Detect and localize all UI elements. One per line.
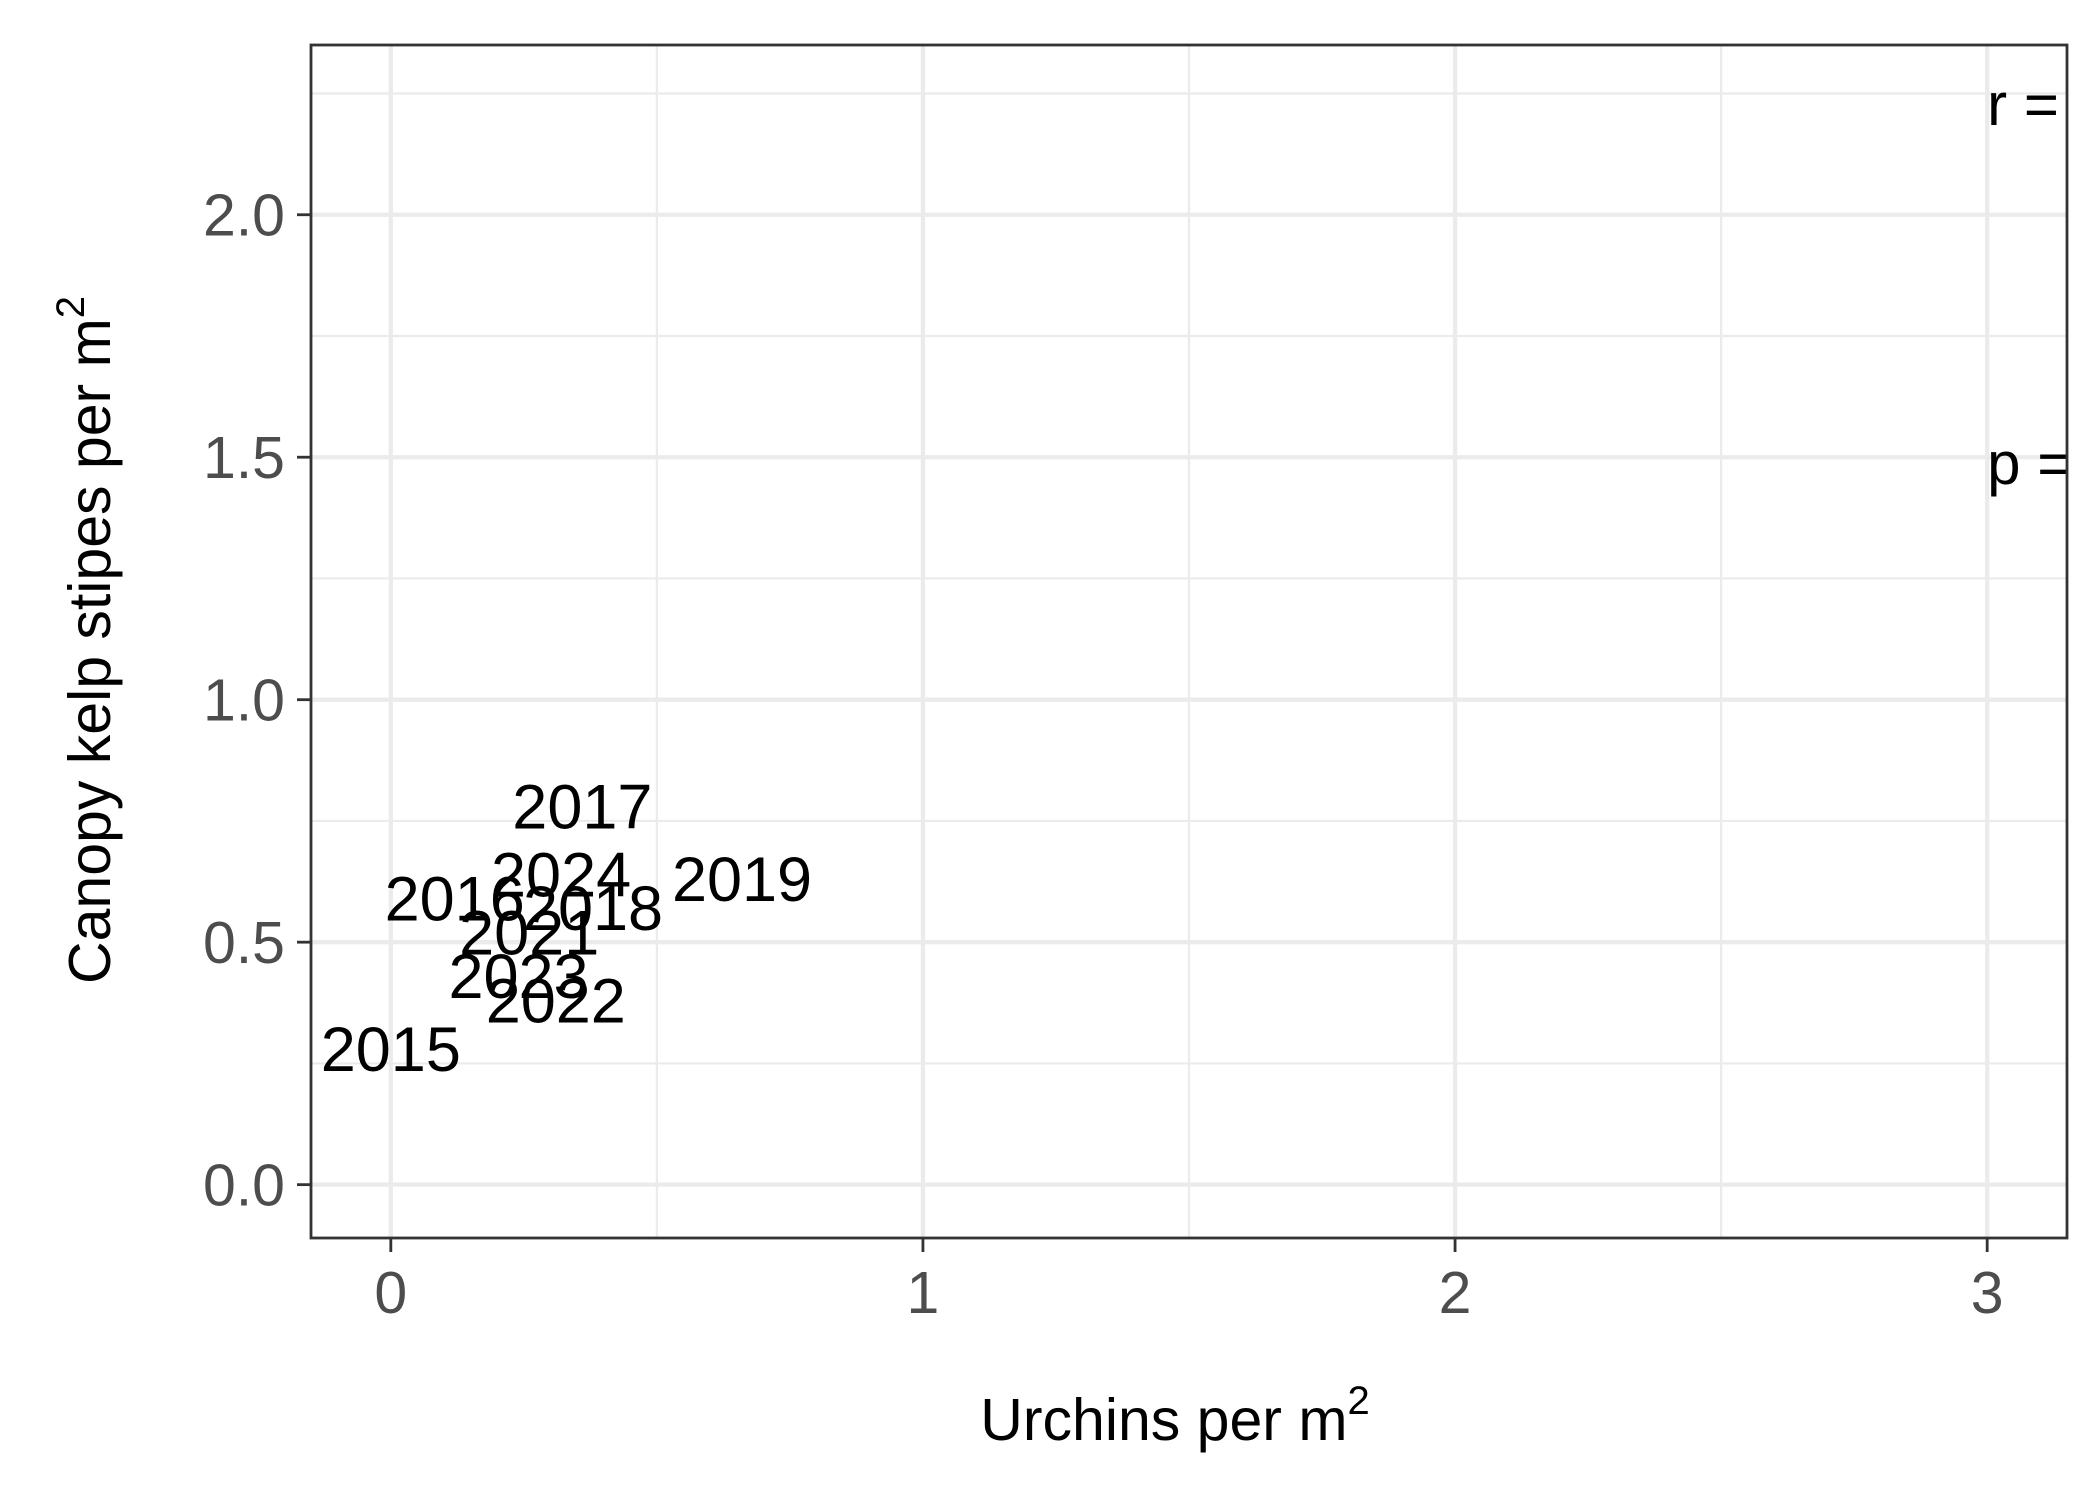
y-axis-title-text: Canopy kelp stipes per m (57, 318, 123, 984)
y-tick-label: 1.5 (203, 425, 285, 491)
y-axis-title-superscript: 2 (49, 296, 93, 318)
y-tick-label: 0.0 (203, 1153, 285, 1219)
y-tick-label: 1.0 (203, 668, 285, 734)
point-label-2021: 2021 (459, 898, 599, 968)
grid-lines (311, 45, 2067, 1238)
point-label-2016: 2016 (385, 865, 525, 935)
point-label-2022: 2022 (486, 966, 626, 1036)
x-axis-title-text: Urchins per m (980, 1387, 1347, 1453)
y-axis: 0.0 0.5 1.0 1.5 2.0 (203, 183, 311, 1219)
x-tick-label: 1 (907, 1260, 940, 1326)
x-tick-label: 3 (1971, 1260, 2004, 1326)
stat-annotation-1: p = (1987, 430, 2072, 497)
y-tick-label: 0.5 (203, 910, 285, 976)
point-label-2023: 2023 (448, 942, 588, 1012)
point-label-2019: 2019 (672, 845, 812, 915)
x-tick-label: 2 (1439, 1260, 1472, 1326)
point-label-2018: 2018 (523, 874, 663, 944)
stat-annotation-0: r = (1987, 71, 2059, 138)
y-tick-label: 2.0 (203, 183, 285, 249)
point-label-2015: 2015 (321, 1015, 461, 1085)
x-tick-label: 0 (374, 1260, 407, 1326)
x-axis: 0 1 2 3 (374, 1238, 2004, 1326)
point-label-2017: 2017 (512, 772, 652, 842)
point-label-2024: 2024 (491, 840, 631, 910)
x-axis-title-superscript: 2 (1347, 1379, 1369, 1423)
annotations: r = p = (1987, 71, 2072, 497)
plot-panel-border (309, 43, 2069, 1240)
x-axis-title: Urchins per m2 (980, 1379, 1369, 1453)
y-axis-title: Canopy kelp stipes per m2 (49, 296, 123, 984)
